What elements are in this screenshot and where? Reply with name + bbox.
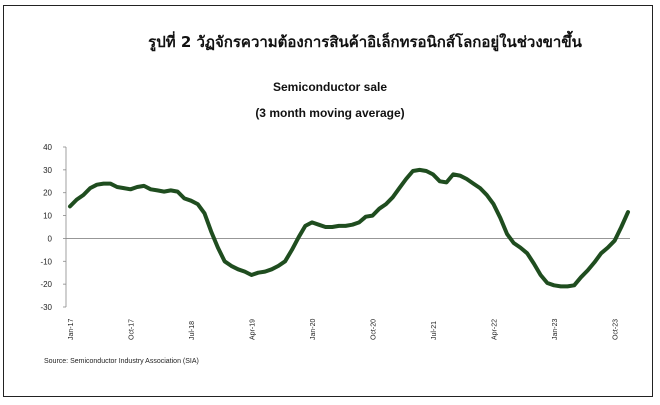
x-tick-label: Oct-23 <box>613 319 620 340</box>
x-tick-label: Jan-17 <box>68 318 75 340</box>
source-note: Source: Semiconductor Industry Associati… <box>44 358 199 365</box>
x-tick-label: Jul-18 <box>189 321 196 340</box>
y-tick-label: 10 <box>43 212 52 221</box>
series-line <box>68 167 630 289</box>
y-tick-label: -30 <box>40 303 52 312</box>
x-tick-label: Oct-20 <box>371 319 378 340</box>
chart-frame <box>3 5 653 397</box>
x-tick-label: Apr-22 <box>492 319 499 340</box>
chart-subtitle: Semiconductor sale <box>272 80 388 94</box>
y-tick-label: 40 <box>43 143 52 152</box>
x-tick-label: Oct-17 <box>129 319 136 340</box>
x-tick-label: Jan-20 <box>310 318 317 340</box>
y-tick-label: -20 <box>40 280 52 289</box>
y-tick-label: 30 <box>43 166 52 175</box>
x-tick-label: Apr-19 <box>250 319 257 340</box>
chart-subtitle-note: (3 month moving average) <box>255 106 405 120</box>
x-tick-label: Jan-23 <box>552 318 559 340</box>
y-tick-label: 0 <box>48 234 53 243</box>
x-tick-label: Jul-21 <box>431 321 438 340</box>
y-tick-label: -10 <box>40 257 52 266</box>
y-tick-label: 20 <box>43 189 52 198</box>
chart-title: รูปที่ 2 วัฏจักรความต้องการสินค้าอิเล็กท… <box>148 33 582 51</box>
